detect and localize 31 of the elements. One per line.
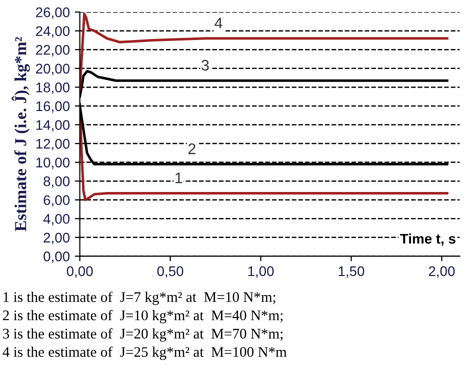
text: 2 is the estimate of J=10 kg*m² at M=40 N*m; bbox=[3, 310, 283, 324]
series-label: 1 bbox=[176, 172, 182, 184]
y-tick-label: 18,00 bbox=[36, 82, 70, 94]
y-tick-label: 4,00 bbox=[43, 214, 70, 226]
y-tick-label: 16,00 bbox=[36, 101, 70, 113]
text: 3 is the estimate of J=20 kg*m² at M=70 N*m; bbox=[3, 328, 283, 342]
text: 4 is the estimate of J=25 kg*m² at M=100 N*m bbox=[2, 346, 287, 360]
x-axis-title: Time t, s bbox=[400, 233, 456, 246]
y-tick-label: 14,00 bbox=[36, 120, 70, 132]
y-tick-label: 26,00 bbox=[36, 7, 70, 19]
y-tick-label: 2,00 bbox=[44, 232, 70, 244]
x-tick-label: 1,00 bbox=[248, 266, 274, 278]
x-tick-label: 2,00 bbox=[428, 266, 455, 278]
y-tick-label: 10,00 bbox=[36, 158, 70, 170]
y-tick-label: 22,00 bbox=[36, 44, 70, 56]
line-series bbox=[80, 12, 448, 92]
x-tick-label: 0,00 bbox=[66, 266, 93, 278]
y-tick-label: 8,00 bbox=[44, 176, 70, 188]
y-tick-label: 20,00 bbox=[36, 64, 70, 76]
y-tick-label: 6,00 bbox=[44, 195, 70, 207]
line-series bbox=[80, 102, 448, 202]
x-tick-label: 1,50 bbox=[338, 266, 364, 278]
text: 1 is the estimate of J=7 kg*m² at M=10 N*m; bbox=[4, 292, 276, 305]
y-tick-label: 24,00 bbox=[36, 26, 70, 38]
y-tick-label: 0,00 bbox=[44, 252, 70, 264]
series-label: 4 bbox=[214, 18, 222, 28]
series-label: 2 bbox=[188, 143, 196, 154]
y-axis-title: Estimate of J (i.e. Ĵ), kg*m² bbox=[12, 37, 30, 232]
series-label: 3 bbox=[202, 60, 209, 71]
y-tick-label: 12,00 bbox=[36, 138, 70, 150]
x-tick-label: 0,50 bbox=[157, 266, 184, 278]
